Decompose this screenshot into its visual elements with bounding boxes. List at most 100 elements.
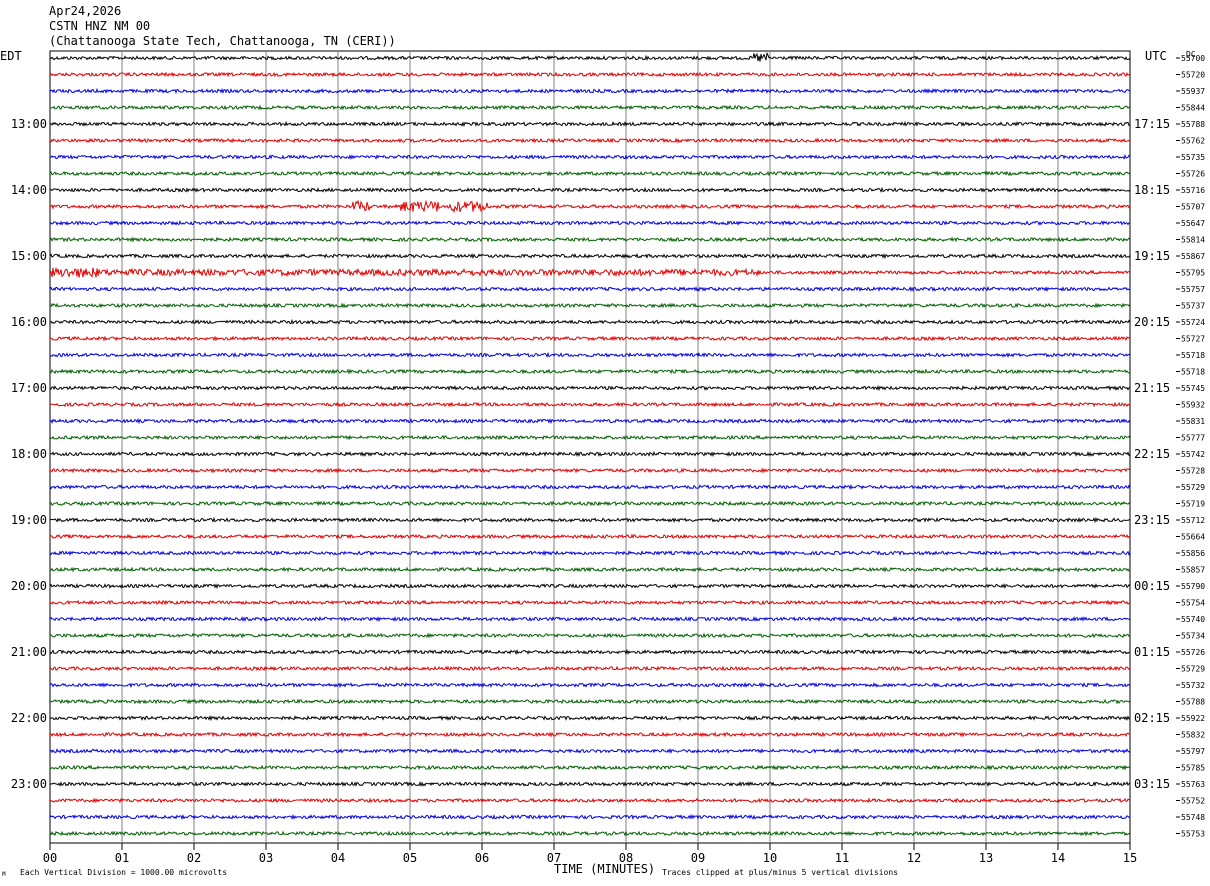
trace-48 xyxy=(49,830,1131,837)
dc-offset-label: 55785 xyxy=(1181,764,1205,773)
right-hour-label: 23:15 xyxy=(1134,513,1170,527)
dc-offset-label: 55724 xyxy=(1181,318,1205,327)
right-hour-label: 22:15 xyxy=(1134,447,1170,461)
dc-offset-label: 55867 xyxy=(1181,252,1205,261)
dc-offset-label: 55797 xyxy=(1181,747,1205,756)
trace-26 xyxy=(49,467,1131,474)
dc-offset-label: 55832 xyxy=(1181,731,1205,740)
dc-offset-label: 55647 xyxy=(1181,219,1205,228)
trace-43 xyxy=(49,748,1131,755)
left-hour-label: 18:00 xyxy=(11,447,47,461)
dc-offset-label: 55922 xyxy=(1181,714,1205,723)
dc-offset-label: 55753 xyxy=(1181,830,1205,839)
x-tick-label: 11 xyxy=(835,851,849,865)
trace-7 xyxy=(49,153,1131,161)
dc-offset-label: 55720 xyxy=(1181,71,1205,80)
trace-11 xyxy=(49,219,1131,226)
trace-6 xyxy=(49,137,1131,144)
x-tick-label: 05 xyxy=(403,851,417,865)
right-timezone-label: UTC xyxy=(1145,49,1167,63)
trace-13 xyxy=(49,252,1131,260)
right-hour-label: 01:15 xyxy=(1134,645,1170,659)
date-label: Apr24,2026 xyxy=(49,4,122,18)
dc-offset-label: 55716 xyxy=(1181,186,1205,195)
dc-offset-label: 55795 xyxy=(1181,269,1205,278)
left-hour-label: 22:00 xyxy=(11,711,47,725)
location-label: (Chattanooga State Tech, Chattanooga, TN… xyxy=(49,34,396,48)
trace-32 xyxy=(49,566,1131,573)
trace-31 xyxy=(49,549,1131,557)
dc-offset-label: 55712 xyxy=(1181,516,1205,525)
left-hour-label: 13:00 xyxy=(11,117,47,131)
trace-25 xyxy=(49,450,1131,458)
dc-offset-label: 55788 xyxy=(1181,698,1205,707)
trace-2 xyxy=(49,71,1131,78)
trace-46 xyxy=(50,797,1131,804)
dc-offset-label: 55664 xyxy=(1181,533,1205,542)
right-hour-label: 18:15 xyxy=(1134,183,1170,197)
dc-offset-label: 55707 xyxy=(1181,203,1205,212)
dc-offset-label: 55763 xyxy=(1181,780,1205,789)
left-hour-label: 23:00 xyxy=(11,777,47,791)
dc-offset-label: 55937 xyxy=(1181,87,1205,96)
trace-40 xyxy=(49,698,1131,705)
trace-47 xyxy=(49,813,1131,821)
left-timezone-label: EDT xyxy=(0,49,22,63)
x-tick-label: 12 xyxy=(907,851,921,865)
dc-offset-label: 55728 xyxy=(1181,467,1205,476)
x-axis: 00 01 02 03 04 05 06 07 08 09 10 11 12 13 14 15 xyxy=(43,843,1137,865)
trace-24 xyxy=(49,434,1131,441)
right-hour-label: 19:15 xyxy=(1134,249,1170,263)
plot-frame xyxy=(49,50,1131,844)
right-hour-label: 17:15 xyxy=(1134,117,1170,131)
trace-22 xyxy=(49,401,1131,408)
x-axis-title: TIME (MINUTES) xyxy=(554,862,656,876)
right-hour-label: 00:15 xyxy=(1134,579,1170,593)
trace-20 xyxy=(49,368,1131,375)
dc-offset-label: 55844 xyxy=(1181,104,1205,113)
dc-offset-label: 55788 xyxy=(1181,120,1205,129)
trace-group xyxy=(49,51,1131,837)
trace-36 xyxy=(49,632,1131,639)
trace-35 xyxy=(49,615,1131,623)
dc-offset-labels: 55700 55720 55937 55844 55788 55762 55735 55726… xyxy=(1176,54,1205,839)
trace-15 xyxy=(49,286,1131,293)
x-tick-label: 02 xyxy=(187,851,201,865)
right-hour-label: 20:15 xyxy=(1134,315,1170,329)
dc-offset-label: 55857 xyxy=(1181,566,1205,575)
dc-offset-label: 55726 xyxy=(1181,648,1205,657)
trace-12 xyxy=(49,236,1131,243)
dc-offset-label: 55748 xyxy=(1181,813,1205,822)
x-tick-label: 08 xyxy=(619,851,633,865)
dc-offset-label: 55790 xyxy=(1181,582,1205,591)
trace-42 xyxy=(49,731,1131,738)
dc-offset-label: 55831 xyxy=(1181,417,1205,426)
trace-16 xyxy=(49,302,1131,309)
trace-30 xyxy=(49,533,1131,540)
left-hour-label: 20:00 xyxy=(11,579,47,593)
trace-8 xyxy=(49,170,1131,177)
corner-mark: M xyxy=(2,871,6,878)
dc-offset-label: 55727 xyxy=(1181,335,1205,344)
left-hour-label: 15:00 xyxy=(11,249,47,263)
trace-28 xyxy=(49,500,1131,507)
dc-offset-label: 55729 xyxy=(1181,665,1205,674)
scale-note: Each Vertical Division = 1000.00 microvo… xyxy=(20,868,228,877)
dc-offset-label: 55718 xyxy=(1181,351,1205,360)
trace-5 xyxy=(49,120,1131,128)
trace-23 xyxy=(49,417,1131,425)
dc-offset-label: 55745 xyxy=(1181,384,1205,393)
x-tick-label: 07 xyxy=(547,851,561,865)
dc-offset-label: 55814 xyxy=(1181,236,1205,245)
trace-27 xyxy=(49,483,1131,491)
trace-21 xyxy=(49,384,1131,392)
trace-38 xyxy=(49,665,1131,672)
dc-offset-label: 55754 xyxy=(1181,599,1205,608)
x-tick-label: 15 xyxy=(1123,851,1137,865)
dc-offset-label: 55740 xyxy=(1181,615,1205,624)
trace-33 xyxy=(49,582,1131,590)
trace-37 xyxy=(49,648,1131,656)
trace-39 xyxy=(49,681,1131,689)
x-tick-label: 03 xyxy=(259,851,273,865)
x-tick-label: 13 xyxy=(979,851,993,865)
